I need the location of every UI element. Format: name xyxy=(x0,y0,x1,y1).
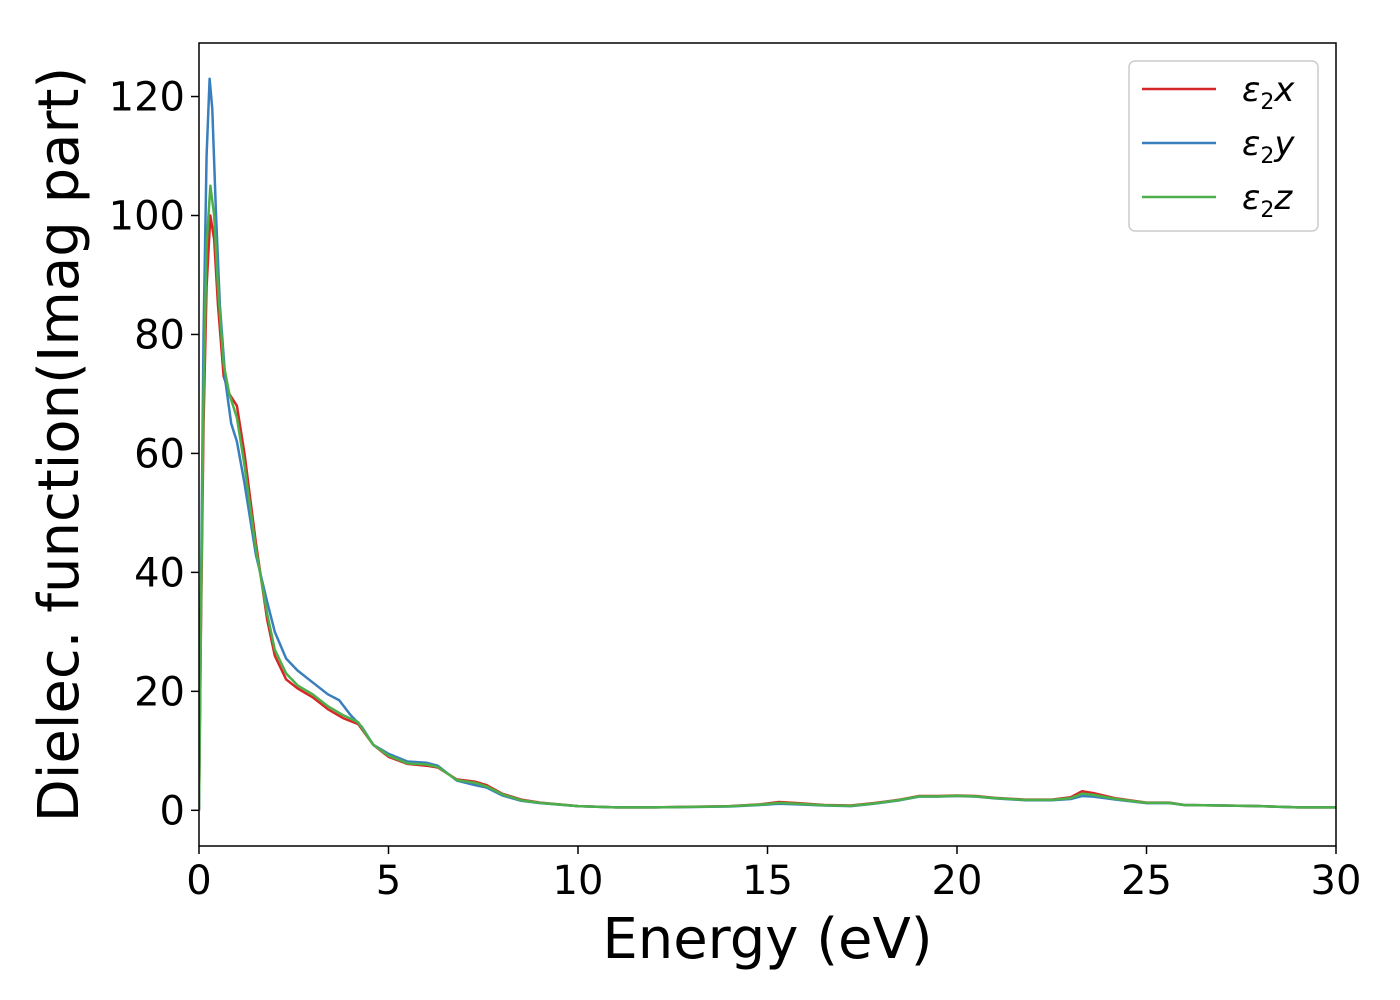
y-axis-ticks: 0 20 40 60 80 100 120 xyxy=(109,75,199,834)
legend-box xyxy=(1128,60,1319,232)
legend-label-y: ε2y xyxy=(1242,124,1295,169)
x-tick-label: 15 xyxy=(742,858,793,904)
x-tick-label: 0 xyxy=(186,858,211,904)
legend-label-z: ε2z xyxy=(1242,178,1293,223)
x-axis-title: Energy (eV) xyxy=(602,907,932,972)
y-tick-label: 60 xyxy=(134,431,185,477)
y-tick-label: 0 xyxy=(160,788,185,834)
y-tick-label: 40 xyxy=(134,550,185,596)
series-line-x xyxy=(199,214,1336,811)
x-tick-label: 5 xyxy=(376,858,401,904)
legend: ε2x ε2y ε2z xyxy=(1128,60,1319,232)
y-tick-label: 80 xyxy=(134,312,185,358)
x-axis-ticks: 0 5 10 15 20 25 30 xyxy=(186,846,1361,904)
series-layer xyxy=(199,77,1336,811)
series-line-z xyxy=(199,184,1336,811)
legend-label-x: ε2x xyxy=(1242,70,1295,115)
x-tick-label: 30 xyxy=(1311,858,1362,904)
x-tick-label: 25 xyxy=(1121,858,1172,904)
x-tick-label: 20 xyxy=(932,858,983,904)
y-axis-title: Dielec. function(Imag part) xyxy=(27,67,92,823)
y-tick-label: 100 xyxy=(109,193,185,239)
y-tick-label: 120 xyxy=(109,75,185,121)
y-tick-label: 20 xyxy=(134,669,185,715)
x-tick-label: 10 xyxy=(553,858,604,904)
